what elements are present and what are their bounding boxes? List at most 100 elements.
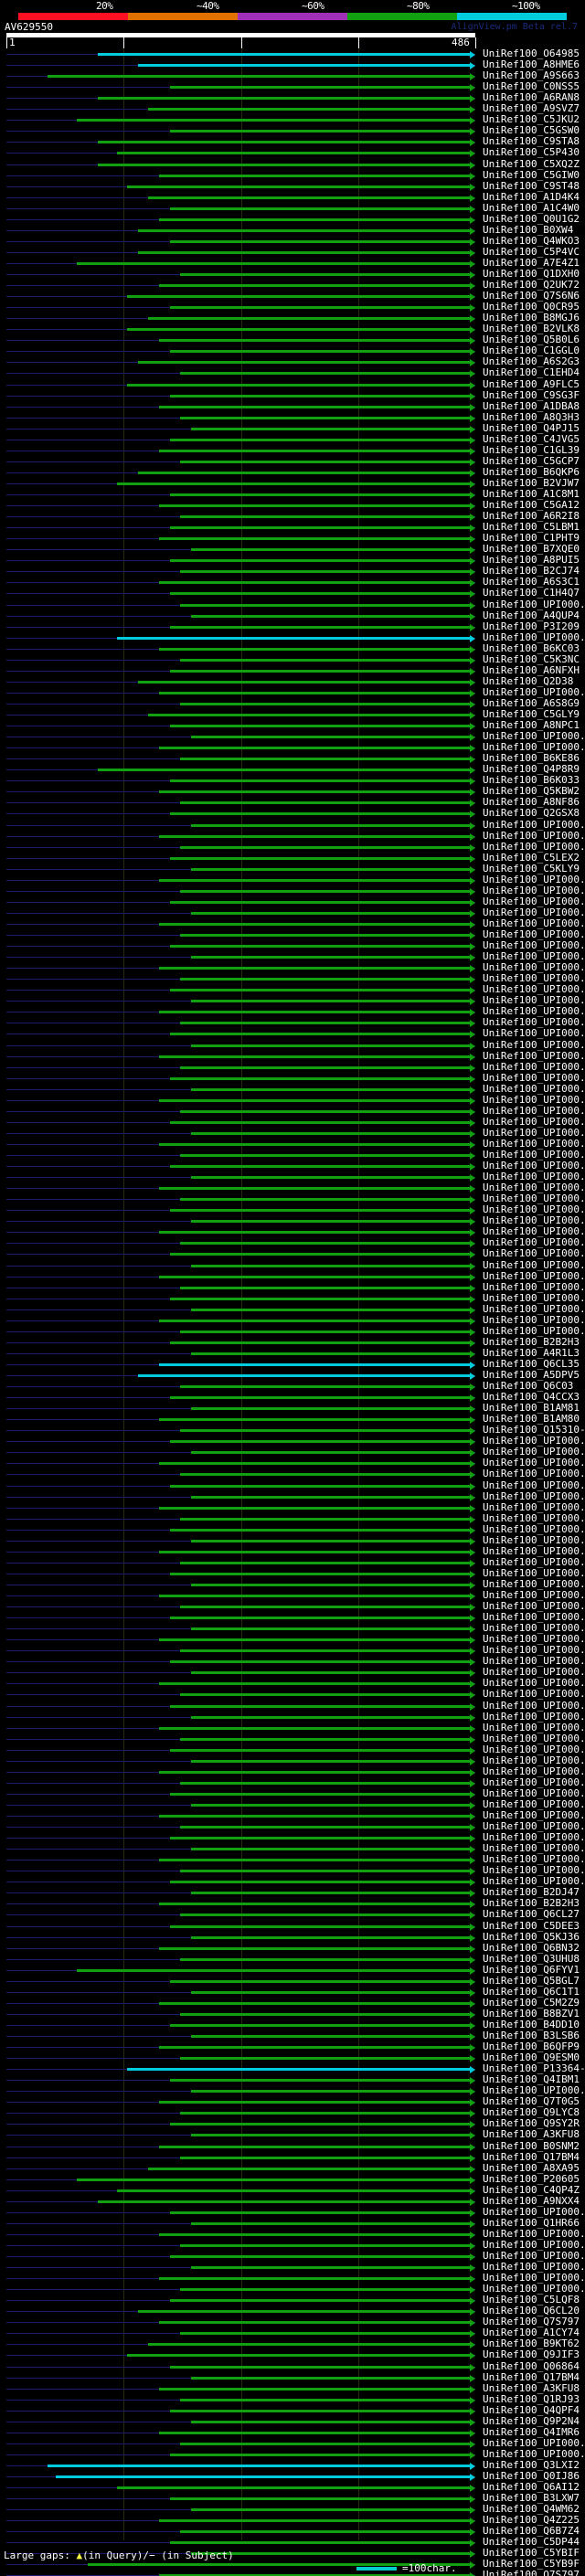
hit-row[interactable]: UniRef100_UPI000... — [0, 819, 585, 832]
hsp-bar[interactable] — [169, 1253, 470, 1256]
hit-label[interactable]: UniRef100_UPI000... — [483, 829, 585, 842]
hit-label[interactable]: UniRef100_Q0CR95 — [483, 301, 580, 313]
hsp-bar[interactable] — [116, 482, 470, 485]
hit-row[interactable]: UniRef100_UPI000... — [0, 973, 585, 985]
hsp-bar[interactable] — [191, 1407, 470, 1411]
hit-row[interactable]: UniRef100_C5LBM1 — [0, 522, 585, 534]
hit-label[interactable]: UniRef100_Q0IJ86 — [483, 2470, 580, 2482]
hit-label[interactable]: UniRef100_B9KT62 — [483, 2337, 580, 2350]
hsp-bar[interactable] — [191, 1715, 470, 1719]
hsp-bar[interactable] — [169, 438, 470, 441]
hit-row[interactable]: UniRef100_UPI000... — [0, 1303, 585, 1316]
hsp-bar[interactable] — [180, 2012, 470, 2016]
hit-label[interactable]: UniRef100_UPI000... — [483, 1566, 585, 1579]
hit-label[interactable]: UniRef100_UPI000... — [483, 1104, 585, 1117]
hit-row[interactable]: UniRef100_UPI000... — [0, 2228, 585, 2241]
hit-label[interactable]: UniRef100_UPI000... — [483, 1193, 585, 1205]
hit-row[interactable]: UniRef100_UPI000... — [0, 1656, 585, 1668]
hit-label[interactable]: UniRef100_A4QUP4 — [483, 609, 580, 621]
hit-row[interactable]: UniRef100_B1AM80 — [0, 1414, 585, 1426]
hit-label[interactable]: UniRef100_A8PUI5 — [483, 554, 580, 567]
hit-label[interactable]: UniRef100_UPI000... — [483, 1699, 585, 1712]
hit-label[interactable]: UniRef100_UPI000... — [483, 1280, 585, 1293]
hit-label[interactable]: UniRef100_P20605 — [483, 2172, 580, 2185]
hsp-bar[interactable] — [55, 2475, 470, 2478]
hit-label[interactable]: UniRef100_Q4QPF4 — [483, 2403, 580, 2416]
hit-row[interactable]: UniRef100_UPI000... — [0, 1226, 585, 1238]
hsp-bar[interactable] — [127, 295, 470, 299]
hsp-bar[interactable] — [180, 658, 470, 662]
hsp-bar[interactable] — [148, 196, 470, 199]
hit-label[interactable]: UniRef100_UPI000... — [483, 2283, 585, 2295]
hit-label[interactable]: UniRef100_Q9SY2R — [483, 2117, 580, 2130]
hit-label[interactable]: UniRef100_UPI000... — [483, 1049, 585, 1062]
hsp-bar[interactable] — [137, 361, 470, 365]
hit-row[interactable]: UniRef100_A8PUI5 — [0, 554, 585, 567]
hit-label[interactable]: UniRef100_Q4WKO3 — [483, 234, 580, 247]
hit-label[interactable]: UniRef100_UPI000... — [483, 1071, 585, 1084]
hsp-bar[interactable] — [180, 1870, 470, 1873]
hsp-bar[interactable] — [191, 823, 470, 827]
hsp-bar[interactable] — [180, 978, 470, 981]
hit-label[interactable]: UniRef100_UPI000... — [483, 1511, 585, 1524]
hit-row[interactable]: UniRef100_B2B2H3 — [0, 1336, 585, 1349]
hit-label[interactable]: UniRef100_UPI000... — [483, 1291, 585, 1304]
hsp-bar[interactable] — [180, 1198, 470, 1202]
hit-row[interactable]: UniRef100_UPI000... — [0, 841, 585, 853]
hit-label[interactable]: UniRef100_B4DD10 — [483, 2018, 580, 2030]
hsp-bar[interactable] — [191, 1131, 470, 1135]
hsp-bar[interactable] — [180, 1649, 470, 1653]
hit-row[interactable]: UniRef100_UPI000... — [0, 1193, 585, 1205]
hsp-bar[interactable] — [169, 2409, 470, 2412]
hit-row[interactable]: UniRef100_C4JVG5 — [0, 433, 585, 446]
hit-label[interactable]: UniRef100_UPI000... — [483, 1522, 585, 1535]
hit-row[interactable]: UniRef100_UPI000... — [0, 631, 585, 644]
hit-label[interactable]: UniRef100_UPI000... — [483, 1027, 585, 1040]
hit-row[interactable]: UniRef100_UPI000... — [0, 1104, 585, 1118]
hit-label[interactable]: UniRef100_B6KE86 — [483, 752, 580, 765]
hit-row[interactable]: UniRef100_Q4WM62 — [0, 2504, 585, 2516]
hit-row[interactable]: UniRef100_Q17BM4 — [0, 2370, 585, 2384]
hsp-bar[interactable] — [159, 1362, 470, 1366]
hsp-bar[interactable] — [159, 1550, 470, 1553]
hsp-bar[interactable] — [159, 2232, 470, 2236]
hit-row[interactable]: UniRef100_Q7T0G5 — [0, 2096, 585, 2108]
hit-label[interactable]: UniRef100_B6K033 — [483, 774, 580, 787]
hsp-bar[interactable] — [180, 889, 470, 893]
hit-row[interactable]: UniRef100_Q6CL20 — [0, 2306, 585, 2317]
hit-row[interactable]: UniRef100_B1AM81 — [0, 1403, 585, 1415]
hit-label[interactable]: UniRef100_B2CJ74 — [483, 565, 580, 578]
hit-row[interactable]: UniRef100_UPI000... — [0, 1138, 585, 1150]
hit-row[interactable]: UniRef100_UPI000... — [0, 742, 585, 754]
hit-row[interactable]: UniRef100_UPI000... — [0, 1732, 585, 1745]
hit-row[interactable]: UniRef100_UPI000... — [0, 896, 585, 908]
hsp-bar[interactable] — [159, 1142, 470, 1146]
hsp-bar[interactable] — [191, 1087, 470, 1091]
hit-row[interactable]: UniRef100_UPI000... — [0, 2448, 585, 2461]
hit-row[interactable]: UniRef100_UPI000... — [0, 962, 585, 974]
hit-row[interactable]: UniRef100_C5M2Z9 — [0, 1997, 585, 2009]
hit-row[interactable]: UniRef100_UPI000... — [0, 929, 585, 941]
hit-row[interactable]: UniRef100_C5GLY9 — [0, 709, 585, 721]
hsp-bar[interactable] — [180, 1385, 470, 1389]
hit-label[interactable]: UniRef100_Q1HR66 — [483, 2216, 580, 2229]
hsp-bar[interactable] — [159, 1770, 470, 1774]
hit-row[interactable]: UniRef100_UPI000... — [0, 1810, 585, 1822]
hit-label[interactable]: UniRef100_UPI000... — [483, 1732, 585, 1744]
hsp-bar[interactable] — [180, 2530, 470, 2534]
hit-label[interactable]: UniRef100_UPI000... — [483, 1500, 585, 1513]
hit-label[interactable]: UniRef100_Q9ESM0 — [483, 2051, 580, 2064]
hit-row[interactable]: UniRef100_UPI000... — [0, 1566, 585, 1580]
hit-row[interactable]: UniRef100_B9KT62 — [0, 2337, 585, 2350]
hit-row[interactable]: UniRef100_UPI000... — [0, 1204, 585, 1216]
hit-label[interactable]: UniRef100_UPI000... — [483, 1457, 585, 1469]
hit-row[interactable]: UniRef100_C1GGL0 — [0, 345, 585, 357]
hit-label[interactable]: UniRef100_Q17BM4 — [483, 2370, 580, 2383]
hit-label[interactable]: UniRef100_Q5KBW2 — [483, 785, 580, 798]
hit-label[interactable]: UniRef100_C5DP44 — [483, 2536, 580, 2549]
hsp-bar[interactable] — [169, 1792, 470, 1796]
hit-row[interactable]: UniRef100_P3I209 — [0, 620, 585, 633]
hit-row[interactable]: UniRef100_Q6C03 — [0, 1381, 585, 1393]
hit-row[interactable]: UniRef100_UPI000... — [0, 731, 585, 743]
hit-label[interactable]: UniRef100_UPI000... — [483, 983, 585, 996]
